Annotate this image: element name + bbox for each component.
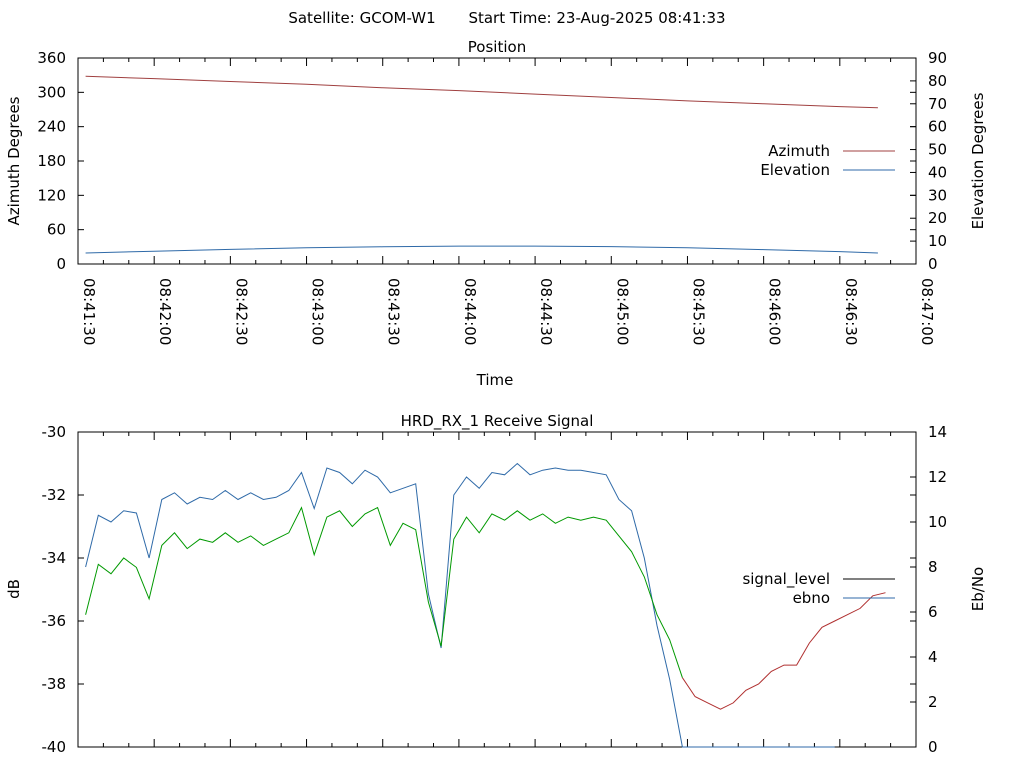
signal-y-tick-label: -34 <box>42 549 67 567</box>
elevation-line <box>85 245 878 254</box>
satellite-label: Satellite: GCOM-W1 <box>288 9 435 27</box>
signal-y2-tick-label: 12 <box>928 468 947 486</box>
position-x-tick-label: 08:42:30 <box>232 278 250 345</box>
signal-y2-tick-label: 8 <box>928 558 938 576</box>
signal-y-tick-label: -32 <box>42 486 67 504</box>
position-y-tick-label: 360 <box>37 49 66 67</box>
signal-y2-tick-label: 4 <box>928 648 938 666</box>
legend-label-ebno: ebno <box>793 589 830 607</box>
position-y-tick-label: 240 <box>37 118 66 136</box>
position-y-tick-label: 300 <box>37 83 66 101</box>
position-chart: Position 0 60 120 180 240 300 360 0 10 20 30 40 50 60… <box>5 38 987 389</box>
signal-chart-series <box>85 462 886 748</box>
signal-y-tick-label: -36 <box>42 612 67 630</box>
legend-label-azimuth: Azimuth <box>768 142 830 160</box>
position-y-tick-label: 0 <box>56 255 66 273</box>
position-y2-tick-label: 50 <box>928 141 947 159</box>
signal-y2-tick-label: 6 <box>928 603 938 621</box>
signal-y2-tick-label: 10 <box>928 513 947 531</box>
position-x-tick-label: 08:43:00 <box>309 278 327 345</box>
position-x-tick-label: 08:44:30 <box>537 278 555 345</box>
position-y2-tick-label: 20 <box>928 209 947 227</box>
position-x-tick-label: 08:42:00 <box>156 278 174 345</box>
position-x-tick-label: 08:44:00 <box>461 278 479 345</box>
legend-label-elevation: Elevation <box>760 161 830 179</box>
receive-signal-chart: HRD_RX_1 Receive Signal -40-38-36-34-32-… <box>5 412 987 756</box>
signal-y-axis-label: dB <box>5 579 23 599</box>
position-y2-tick-label: 60 <box>928 118 947 136</box>
signal-y2-tick-label: 0 <box>928 738 938 756</box>
position-y2-tick-label: 40 <box>928 163 947 181</box>
position-y-tick-label: 120 <box>37 186 66 204</box>
position-plot-frame <box>77 57 917 265</box>
position-y2-tick-label: 90 <box>928 49 947 67</box>
position-y2-tick-label: 70 <box>928 95 947 113</box>
start-time-label: Start Time: 23-Aug-2025 08:41:33 <box>468 9 725 27</box>
ebno-line <box>85 462 835 748</box>
signal-legend: signal_level ebno <box>742 570 895 607</box>
signal-y2-tick-label: 14 <box>928 423 947 441</box>
signal-y-tick-label: -30 <box>42 423 67 441</box>
signal-chart-axes: -40 -38 -36 -34 -32 -30 0 2 4 6 8 10 12 14 <box>42 423 948 756</box>
position-x-tick-label: 08:41:30 <box>80 278 98 345</box>
position-chart-series <box>85 75 878 254</box>
position-y-tick-label: 60 <box>47 221 66 239</box>
signal-y2-axis-label: Eb/No <box>969 567 987 611</box>
position-x-tick-label: 08:45:00 <box>613 278 631 345</box>
position-x-tick-label: 08:47:00 <box>918 278 936 345</box>
signal-level-line <box>85 506 683 678</box>
signal-y-tick-label: -38 <box>42 675 67 693</box>
position-y2-tick-label: 10 <box>928 232 947 250</box>
position-x-tick-label: 08:46:30 <box>842 278 860 345</box>
position-y2-axis-label: Elevation Degrees <box>969 92 987 229</box>
position-y-axis-label: Azimuth Degrees <box>5 96 23 225</box>
position-chart-axes: 0 60 120 180 240 300 360 0 10 20 30 40 50 60 70 80 90 08:… <box>37 49 947 345</box>
position-x-axis-label: Time <box>476 371 514 389</box>
azimuth-line <box>85 75 878 109</box>
signal-level-line-low <box>681 592 886 710</box>
position-y2-tick-label: 0 <box>928 255 938 273</box>
position-y2-tick-label: 30 <box>928 186 947 204</box>
position-y2-tick-label: 80 <box>928 72 947 90</box>
signal-y2-tick-label: 2 <box>928 693 938 711</box>
position-chart-title: Position <box>468 38 526 56</box>
position-y-tick-label: 180 <box>37 152 66 170</box>
signal-plot-frame <box>77 431 917 748</box>
position-legend: Azimuth Elevation <box>760 142 895 179</box>
position-x-tick-label: 08:43:30 <box>385 278 403 345</box>
signal-chart-title: HRD_RX_1 Receive Signal <box>401 412 594 431</box>
signal-y-tick-label: -40 <box>42 738 67 756</box>
position-x-tick-label: 08:46:00 <box>766 278 784 345</box>
position-x-tick-label: 08:45:30 <box>689 278 707 345</box>
legend-label-signal-level: signal_level <box>742 570 830 589</box>
